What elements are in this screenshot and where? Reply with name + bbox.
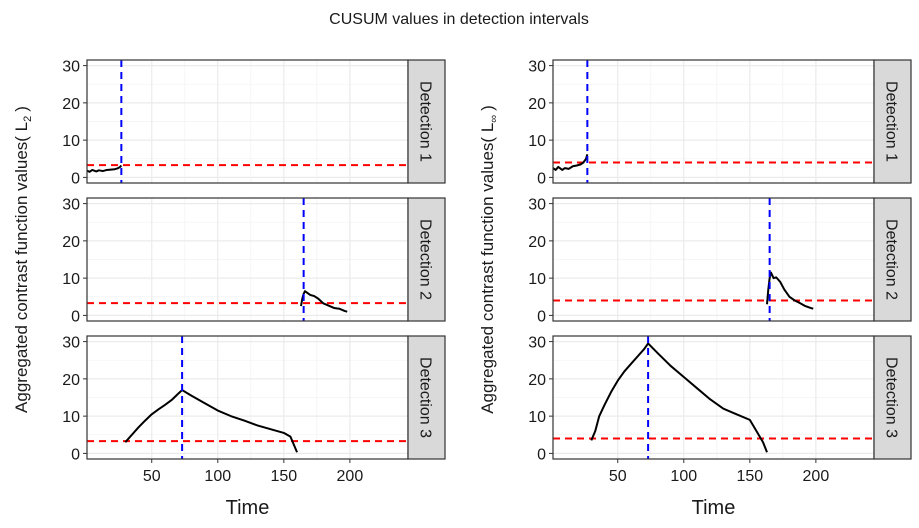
y-axis-label-subscript: 2: [22, 116, 34, 122]
y-tick-label: 0: [71, 308, 80, 325]
x-tick-label: 100: [670, 468, 697, 485]
y-tick-label: 0: [71, 446, 80, 463]
y-tick-label: 30: [62, 59, 80, 76]
y-tick-label: 20: [528, 234, 546, 251]
y-axis-label-subscript: ∞: [488, 115, 500, 123]
y-tick-label: 10: [62, 409, 80, 426]
strip-label: Detection 1: [883, 81, 900, 162]
y-axis-label: Aggregated contrast function values( L∞): [478, 105, 500, 414]
strip: [873, 335, 912, 460]
y-tick-label: 0: [537, 170, 546, 187]
strip-label: Detection 2: [417, 219, 434, 300]
strip: [407, 335, 446, 460]
strip: [873, 197, 912, 322]
x-tick-label: 150: [270, 468, 297, 485]
data-line: [124, 389, 298, 453]
y-tick-label: 10: [62, 271, 80, 288]
y-axis-label-text: Aggregated contrast function values( L: [12, 122, 31, 413]
y-tick-label: 30: [528, 197, 546, 214]
y-tick-label: 10: [528, 409, 546, 426]
strip-label: Detection 1: [417, 81, 434, 162]
y-tick-label: 20: [62, 234, 80, 251]
strip-label: Detection 3: [417, 357, 434, 438]
y-tick-label: 20: [528, 96, 546, 113]
y-tick-label: 20: [62, 372, 80, 389]
y-tick-label: 30: [528, 59, 546, 76]
y-tick-label: 20: [62, 96, 80, 113]
y-tick-label: 30: [62, 197, 80, 214]
y-tick-label: 20: [528, 372, 546, 389]
y-axis-label-text: Aggregated contrast function values( L: [478, 123, 497, 414]
y-axis-label-end: ): [12, 106, 31, 112]
x-tick-label: 150: [736, 468, 763, 485]
y-tick-label: 0: [537, 446, 546, 463]
y-tick-label: 10: [528, 133, 546, 150]
data-line: [766, 271, 814, 310]
chart-title: CUSUM values in detection intervals: [329, 11, 589, 28]
strip: [407, 59, 446, 184]
x-tick-label: 50: [609, 468, 627, 485]
x-axis-label: Time: [226, 497, 270, 519]
data-line: [86, 164, 123, 173]
x-axis-label: Time: [692, 497, 736, 519]
y-tick-label: 10: [528, 271, 546, 288]
data-line: [552, 154, 589, 171]
data-line: [300, 290, 348, 313]
strip-label: Detection 2: [883, 219, 900, 300]
y-tick-label: 10: [62, 133, 80, 150]
strip: [407, 197, 446, 322]
x-tick-label: 200: [337, 468, 364, 485]
y-tick-label: 30: [528, 335, 546, 352]
y-axis-label-end: ): [478, 105, 497, 111]
y-tick-label: 0: [537, 308, 546, 325]
y-tick-label: 30: [62, 335, 80, 352]
data-line: [590, 342, 768, 453]
x-tick-label: 50: [143, 468, 161, 485]
strip-label: Detection 3: [883, 357, 900, 438]
y-tick-label: 0: [71, 170, 80, 187]
y-axis-label: Aggregated contrast function values( L2): [12, 106, 34, 413]
x-tick-label: 200: [803, 468, 830, 485]
x-tick-label: 100: [204, 468, 231, 485]
strip: [873, 59, 912, 184]
